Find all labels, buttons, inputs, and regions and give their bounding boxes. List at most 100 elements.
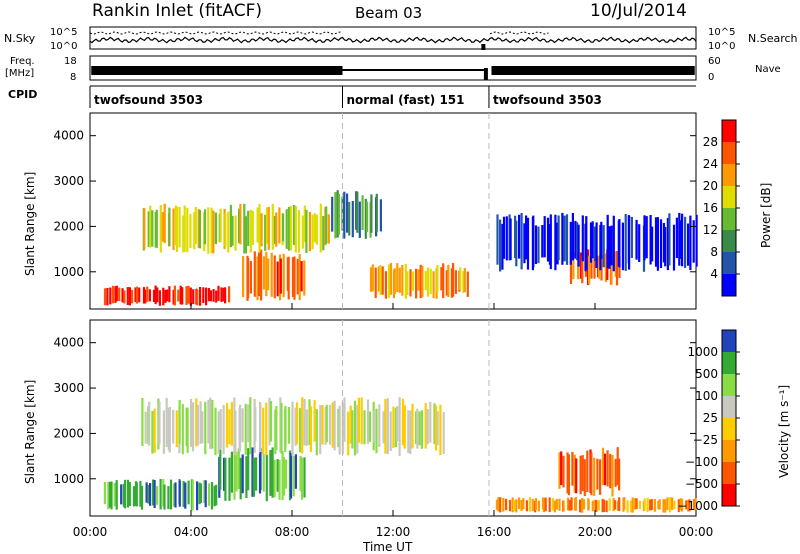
velocity-scatter-cell: [537, 500, 540, 512]
velocity-scatter-cell: [544, 497, 547, 512]
velocity-scatter-cell: [601, 447, 605, 485]
velocity-ylabel: Slant Range [km]: [23, 380, 37, 484]
velocity-scatter-cell: [612, 497, 615, 512]
velocity-scatter-cell: [204, 401, 207, 455]
velocity-scatter-cell: [528, 497, 531, 512]
power-scatter-cell: [115, 285, 118, 302]
velocity-scatter-cell: [605, 500, 608, 513]
power-scatter-cell: [463, 268, 466, 293]
power-scatter-cell: [194, 206, 197, 244]
velocity-scatter-cell: [120, 484, 123, 505]
beam-label: Beam 03: [355, 4, 422, 22]
velocity-scatter-cell: [168, 406, 171, 453]
power-scatter-cell: [389, 262, 393, 295]
velocity-scatter-cell: [542, 497, 545, 513]
power-ytick-label: 1000: [53, 265, 84, 279]
velocity-scatter-cell: [401, 398, 404, 446]
power-scatter-cell: [199, 287, 202, 306]
velocity-scatter-cell: [228, 409, 231, 445]
power-scatter-cell: [315, 214, 318, 245]
power-scatter-cell: [103, 288, 107, 306]
velocity-scatter-cell: [515, 499, 518, 513]
power-scatter-cell: [256, 256, 259, 301]
velocity-scatter-cell: [337, 408, 340, 448]
power-scatter-cell: [229, 204, 232, 248]
power-scatter-cell: [515, 220, 518, 267]
velocity-scatter-cell: [596, 458, 599, 490]
power-scatter-cell: [147, 211, 150, 247]
power-scatter-cell: [293, 256, 296, 300]
velocity-scatter-cell: [305, 409, 308, 446]
power-scatter-cell: [505, 216, 508, 261]
velocity-scatter-cell: [113, 482, 116, 507]
power-scatter-cell: [197, 209, 200, 248]
power-scatter-cell: [454, 270, 457, 294]
nsky-label: N.Sky: [4, 32, 36, 45]
velocity-scatter-cell: [562, 455, 565, 488]
velocity-scatter-cell: [558, 498, 561, 511]
power-scatter-cell: [409, 269, 412, 297]
power-scatter-cell: [595, 222, 598, 268]
velocity-scatter-cell: [658, 499, 661, 510]
velocity-scatter-cell: [436, 411, 439, 446]
cpid-segment-label: twofsound 3503: [94, 93, 203, 107]
velocity-scatter-cell: [403, 405, 406, 449]
power-scatter-cell: [172, 208, 175, 250]
power-scatter-cell: [689, 215, 692, 271]
power-scatter-cell: [282, 253, 285, 298]
velocity-scatter-cell: [601, 498, 604, 513]
power-scatter-cell: [337, 194, 340, 235]
power-scatter-cell: [514, 215, 517, 258]
velocity-scatter-cell: [239, 404, 242, 452]
velocity-scatter-cell: [282, 457, 285, 496]
power-scatter-cell: [325, 206, 328, 244]
velocity-scatter-cell: [522, 498, 525, 510]
power-scatter-cell: [273, 255, 276, 299]
velocity-scatter-cell: [560, 451, 563, 485]
power-scatter-cell: [138, 287, 141, 303]
power-scatter-cell: [258, 203, 261, 252]
velocity-scatter-cell: [567, 454, 570, 496]
power-scatter-cell: [614, 251, 617, 277]
velocity-scatter-cell: [278, 459, 281, 500]
velocity-scatter-cell: [511, 497, 514, 513]
velocity-scatter-cell: [299, 455, 302, 492]
velocity-scatter-cell: [392, 406, 395, 448]
velocity-scatter-cell: [115, 480, 118, 510]
velocity-scatter-cell: [582, 499, 586, 510]
power-scatter-cell: [678, 212, 681, 266]
power-scatter-cell: [447, 264, 450, 297]
velocity-scatter-cell: [614, 500, 617, 510]
velocity-scatter-cell: [141, 398, 144, 446]
velocity-scatter-cell: [664, 499, 667, 513]
velocity-scatter-cell: [265, 402, 268, 456]
power-scatter-cell: [251, 210, 254, 245]
power-scatter-cell: [356, 191, 359, 233]
power-scatter-cell: [305, 209, 308, 253]
power-scatter-cell: [166, 289, 169, 302]
velocity-scatter-cell: [534, 498, 538, 511]
nsky-tick-high: 10^5: [50, 27, 77, 38]
velocity-scatter-cell: [426, 408, 429, 445]
power-ytick-label: 4000: [53, 129, 84, 143]
velocity-scatter-cell: [162, 479, 165, 507]
power-scatter-cell: [126, 287, 129, 305]
power-scatter-cell: [203, 209, 207, 245]
power-scatter-cell: [419, 264, 422, 299]
power-scatter-cell: [393, 268, 396, 294]
velocity-scatter-cell: [281, 451, 284, 500]
velocity-scatter-cell: [418, 411, 421, 446]
power-scatter-cell: [450, 268, 453, 298]
power-scatter-cell: [525, 215, 528, 260]
velocity-scatter-cell: [518, 497, 521, 509]
velocity-scatter-cell: [416, 408, 419, 449]
velocity-scatter-cell: [586, 450, 589, 492]
power-scatter-cell: [114, 286, 117, 303]
power-scatter-cell: [577, 224, 580, 267]
power-scatter-cell: [569, 251, 573, 284]
velocity-colorbar-tick-label: 25: [703, 411, 718, 425]
velocity-scatter-cell: [386, 398, 389, 455]
velocity-scatter-cell: [575, 458, 578, 494]
velocity-scatter-cell: [611, 454, 614, 497]
velocity-scatter-cell: [255, 457, 258, 491]
